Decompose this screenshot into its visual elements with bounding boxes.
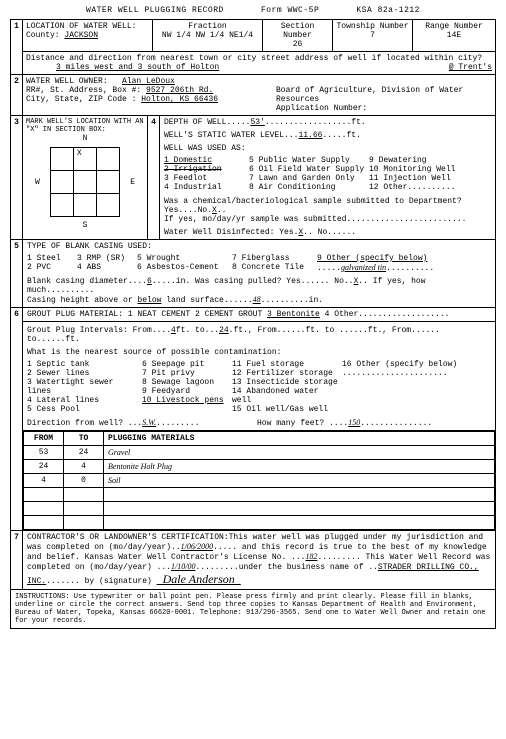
depth-val: 53' [250,118,264,127]
township-lbl: Township Number [336,22,409,31]
use-11: 11 Injection Well [369,174,491,183]
section-5: 5 TYPE OF BLANK CASING USED: 1 Steel2 PV… [11,240,495,308]
compass-s: S [35,221,135,230]
county-val: JACKSON [64,31,98,40]
range-lbl: Range Number [416,22,492,31]
chem-q: Was a chemical/bacteriological sample su… [164,197,462,215]
section-3-4: 3 MARK WELL'S LOCATION WITH AN "X" IN SE… [11,116,495,240]
swl-lbl: WELL'S STATIC WATER LEVEL [164,131,284,140]
depth-lbl: DEPTH OF WELL [164,118,226,127]
swl-val: 11.66 [298,131,322,140]
owner-lbl: WATER WELL OWNER: [26,77,108,86]
range-val: 14E [416,31,492,40]
chem-a: X [212,206,217,215]
sec3-num: 3 [11,116,23,239]
use-7: 7 Lawn and Garden Only [249,174,369,183]
cert-lic: 182 [305,552,317,561]
ksa: KSA 82a-1212 [356,6,420,15]
use-lbl: WELL WAS USED AS: [164,144,491,153]
compass-e: E [130,178,135,187]
dist-val: 3 miles west and 3 south of Holton [56,63,219,72]
compass-box: N W X E S [35,134,135,230]
dist-val2: @ Trent's [219,63,492,72]
sec2-num: 2 [11,75,23,115]
use-2: 2 Irrigation [164,165,249,174]
ft: ft. [351,118,365,127]
fraction-val: NW 1/4 NW 1/4 NE1/4 [156,31,259,40]
use-5: 5 Public Water Supply [249,156,369,165]
county-lbl: County: [26,31,60,40]
dist-lbl: Distance and direction from nearest town… [26,54,492,63]
instructions: INSTRUCTIONS: Use typewriter or ball poi… [11,590,495,628]
ch-val: 48 [253,295,261,304]
sec6-num: 6 [11,308,23,530]
use-4: 4 Industrial [164,183,249,192]
addr-lbl1: RR#, St. Address, Box #: [26,86,141,95]
use-10: 10 Monitoring Well [369,165,491,174]
disinf2: .. No...... [303,228,356,237]
section-1: 1 LOCATION OF WATER WELL: County: JACKSO… [11,20,495,75]
sec5-num: 5 [11,240,23,307]
dir-val: S.W. [142,418,156,427]
chem2: If yes, mo/day/yr sample was submitted..… [164,215,491,224]
addr1: 9527 206th Rd. [146,86,213,95]
main-border: 1 LOCATION OF WATER WELL: County: JACKSO… [10,19,496,629]
use-6: 6 Oil Field Water Supply [249,165,369,174]
use-8: 8 Air Conditioning [249,183,369,192]
howmany-val: 150 [348,418,360,427]
sec7-num: 7 [11,531,23,589]
sec1-num: 1 [11,20,23,74]
disinf: Water Well Disinfected: Yes. [164,228,298,237]
compass-w: W [35,178,40,187]
section-6: 6 GROUT PLUG MATERIAL: 1 Neat cement 2 C… [11,308,495,531]
title: WATER WELL PLUGGING RECORD [86,6,224,15]
casing-other: galvanized tin [341,263,386,272]
cert-date2: 1/10/00 [171,562,195,571]
fraction-lbl: Fraction [156,22,259,31]
plugging-table: FROM TO PLUGGING MATERIALS 5324Gravel 24… [23,431,495,530]
form-header: WATER WELL PLUGGING RECORD Form WWC-5P K… [10,6,496,15]
section-val: 26 [266,40,329,49]
casing-other-lbl: 9 Other (specify below) [317,254,491,263]
signature: Dale Anderson [157,572,241,586]
addr-lbl2: City, State, ZIP Code : [26,95,136,104]
form-container: WATER WELL PLUGGING RECORD Form WWC-5P K… [0,0,506,635]
township-val: 7 [336,31,409,40]
section-2: 2 WATER WELL OWNER: Alan LeDoux RR#, St.… [11,75,495,116]
owner-val: Alan LeDoux [122,77,175,86]
grid: X [50,147,120,217]
section-7: 7 CONTRACTOR'S OR LANDOWNER'S CERTIFICAT… [11,531,495,590]
use-3: 3 Feedlot [164,174,249,183]
form-no: Form WWC-5P [261,6,319,15]
src-lbl: What is the nearest source of possible c… [27,348,491,357]
use-1: 1 Domestic [164,156,249,165]
sec4-num: 4 [148,116,160,239]
cert-date1: 1/06/2000 [181,542,213,551]
loc-label: LOCATION OF WATER WELL: [26,22,149,31]
board: Board of Agriculture, Division of Water … [276,86,492,104]
grid-x: X [77,149,82,158]
compass-n: N [35,134,135,143]
casing-lbl: TYPE OF BLANK CASING USED: [27,242,491,251]
appnum-lbl: Application Number: [276,104,492,113]
use-9: 9 Dewatering [369,156,491,165]
section-lbl: Section Number [266,22,329,40]
addr2: Holton, KS 66436 [141,95,218,104]
mark-lbl: MARK WELL'S LOCATION WITH AN "X" IN SECT… [26,118,144,134]
use-12: 12 Other.......... [369,183,491,192]
